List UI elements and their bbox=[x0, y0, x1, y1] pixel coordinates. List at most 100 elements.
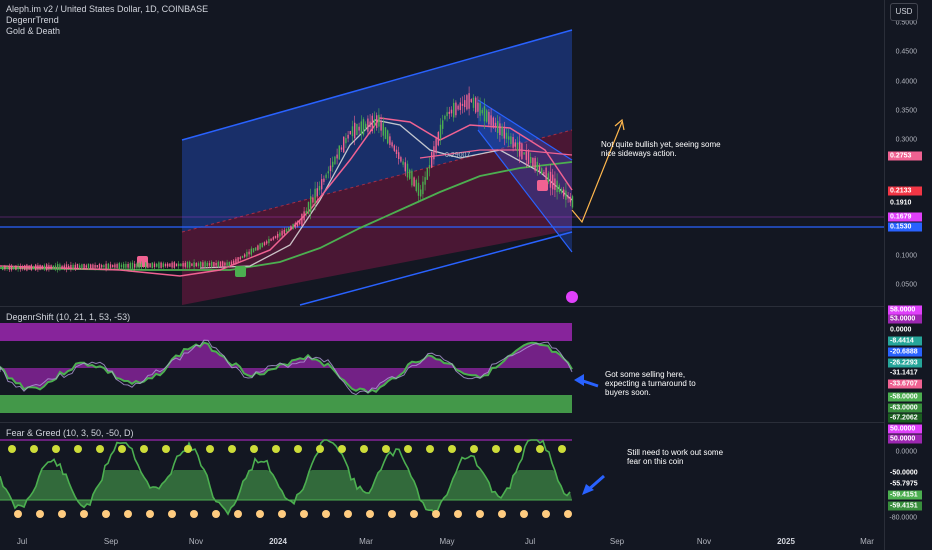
channel-lower-line bbox=[299, 231, 573, 306]
time-tick: Sep bbox=[103, 537, 119, 546]
greed-emoji-icon bbox=[8, 445, 16, 453]
fear-emoji-icon bbox=[146, 510, 154, 518]
greed-emoji-icon bbox=[30, 445, 38, 453]
note-bullish: Not quite bullish yet, seeing some nice … bbox=[601, 140, 721, 158]
greed-emoji-icon bbox=[536, 445, 544, 453]
buy-signal-icon bbox=[235, 266, 246, 277]
shift-label: 53.0000 bbox=[888, 314, 922, 324]
price-label: 0.2133 bbox=[888, 186, 922, 196]
pane-separator[interactable] bbox=[0, 306, 932, 307]
fear-emoji-icon bbox=[278, 510, 286, 518]
projection-arrow bbox=[571, 121, 623, 224]
shift-signal-line bbox=[0, 339, 573, 396]
greed-emoji-icon bbox=[74, 445, 82, 453]
fg-fill bbox=[0, 470, 572, 515]
price-tick: 0.3000 bbox=[895, 136, 917, 144]
fear-emoji-icon bbox=[476, 510, 484, 518]
fg-label: -59.4151 bbox=[888, 490, 922, 500]
greed-emoji-icon bbox=[140, 445, 148, 453]
channel-mid-line bbox=[181, 129, 573, 233]
fear-emoji-icon bbox=[234, 510, 242, 518]
fg-label: -50.0000 bbox=[888, 468, 922, 478]
fear-emoji-icon bbox=[80, 510, 88, 518]
greed-emoji-icon bbox=[426, 445, 434, 453]
shift-label: -63.0000 bbox=[888, 403, 922, 413]
shift-label: 58.0000 bbox=[888, 305, 922, 315]
greed-emoji-icon bbox=[558, 445, 566, 453]
time-tick: Nov bbox=[188, 537, 204, 546]
price-tick: 0.4000 bbox=[895, 78, 917, 86]
greed-emoji-icon bbox=[316, 445, 324, 453]
price-tick: 0.1000 bbox=[895, 252, 917, 260]
shift-label: -20.6888 bbox=[888, 347, 922, 357]
pane3-legend: Fear & Greed (10, 3, 50, -50, D) bbox=[6, 428, 134, 439]
fear-emoji-icon bbox=[36, 510, 44, 518]
chart-area[interactable]: 0.29007 Aleph.im v2 / United States Doll… bbox=[0, 0, 884, 550]
greed-emoji-icon bbox=[338, 445, 346, 453]
time-tick: May bbox=[439, 537, 455, 546]
ma-magenta-line bbox=[419, 149, 573, 159]
fear-emoji-icon bbox=[168, 510, 176, 518]
chart-canvas[interactable]: 0.29007 bbox=[0, 0, 884, 550]
symbol-title[interactable]: Aleph.im v2 / United States Dollar, 1D, … bbox=[6, 4, 209, 14]
shift-label: -26.2293 bbox=[888, 358, 922, 368]
wedge-fill bbox=[478, 100, 572, 252]
fear-emoji-icon bbox=[124, 510, 132, 518]
fear-emoji-icon bbox=[454, 510, 462, 518]
greed-emoji-icon bbox=[162, 445, 170, 453]
shift-label: -58.0000 bbox=[888, 392, 922, 402]
time-tick: Mar bbox=[359, 537, 373, 546]
fear-emoji-icon bbox=[322, 510, 330, 518]
pane2-legend: DegenrShift (10, 21, 1, 53, -53) bbox=[6, 312, 130, 323]
price-label: 0.1910 bbox=[888, 198, 922, 208]
price-tick: 0.0500 bbox=[895, 281, 917, 289]
note2-arrow-head bbox=[574, 374, 584, 386]
fg-label: 50.0000 bbox=[888, 434, 922, 444]
greed-emoji-icon bbox=[404, 445, 412, 453]
fear-emoji-icon bbox=[190, 510, 198, 518]
indicator-gold-death[interactable]: Gold & Death bbox=[6, 26, 61, 36]
indicator-degenrtrend[interactable]: DegenrTrend bbox=[6, 15, 59, 25]
fear-emoji-icon bbox=[542, 510, 550, 518]
fear-emoji-icon bbox=[256, 510, 264, 518]
fg-label: -55.7975 bbox=[888, 479, 922, 489]
note-selling: Got some selling here, expecting a turna… bbox=[605, 370, 696, 397]
time-tick: Jul bbox=[16, 537, 28, 546]
greed-emoji-icon bbox=[184, 445, 192, 453]
fg-line bbox=[0, 439, 571, 517]
price-tick: 0.3500 bbox=[895, 107, 917, 115]
shift-label: -33.6707 bbox=[888, 379, 922, 389]
fear-emoji-icon bbox=[520, 510, 528, 518]
price-label: 0.1679 bbox=[888, 212, 922, 222]
pane2-title[interactable]: DegenrShift (10, 21, 1, 53, -53) bbox=[6, 312, 131, 322]
time-tick: Jul bbox=[524, 537, 536, 546]
greed-emoji-icon bbox=[206, 445, 214, 453]
fear-emoji-icon bbox=[366, 510, 374, 518]
time-tick: Nov bbox=[696, 537, 712, 546]
pane3-title[interactable]: Fear & Greed (10, 3, 50, -50, D) bbox=[6, 428, 134, 438]
note3-arrow-head bbox=[582, 484, 594, 495]
price-label: 0.2753 bbox=[888, 151, 922, 161]
pane-separator[interactable] bbox=[0, 422, 932, 423]
fg-axis-tick: -80.0000 bbox=[889, 514, 917, 522]
greed-emoji-icon bbox=[470, 445, 478, 453]
greed-emoji-icon bbox=[294, 445, 302, 453]
greed-emoji-icon bbox=[382, 445, 390, 453]
shift-label: -67.2062 bbox=[888, 413, 922, 423]
time-tick: 2025 bbox=[777, 537, 795, 546]
overbought-band bbox=[0, 323, 572, 341]
flag-icon[interactable] bbox=[566, 291, 578, 303]
time-tick: Sep bbox=[609, 537, 625, 546]
greed-emoji-icon bbox=[96, 445, 104, 453]
time-tick: Mar bbox=[860, 537, 874, 546]
price-axis[interactable]: 0.5000 0.4500 0.4000 0.3500 0.3000 0.100… bbox=[884, 0, 932, 550]
fear-emoji-icon bbox=[410, 510, 418, 518]
sell-signal-icon-2 bbox=[537, 180, 548, 191]
price-label: 0.1530 bbox=[888, 222, 922, 232]
currency-button[interactable]: USD bbox=[890, 3, 918, 21]
shift-label: 0.0000 bbox=[888, 325, 922, 335]
shift-line bbox=[0, 341, 573, 394]
greed-emoji-icon bbox=[448, 445, 456, 453]
fear-emoji-icon bbox=[344, 510, 352, 518]
time-tick: 2024 bbox=[269, 537, 287, 546]
